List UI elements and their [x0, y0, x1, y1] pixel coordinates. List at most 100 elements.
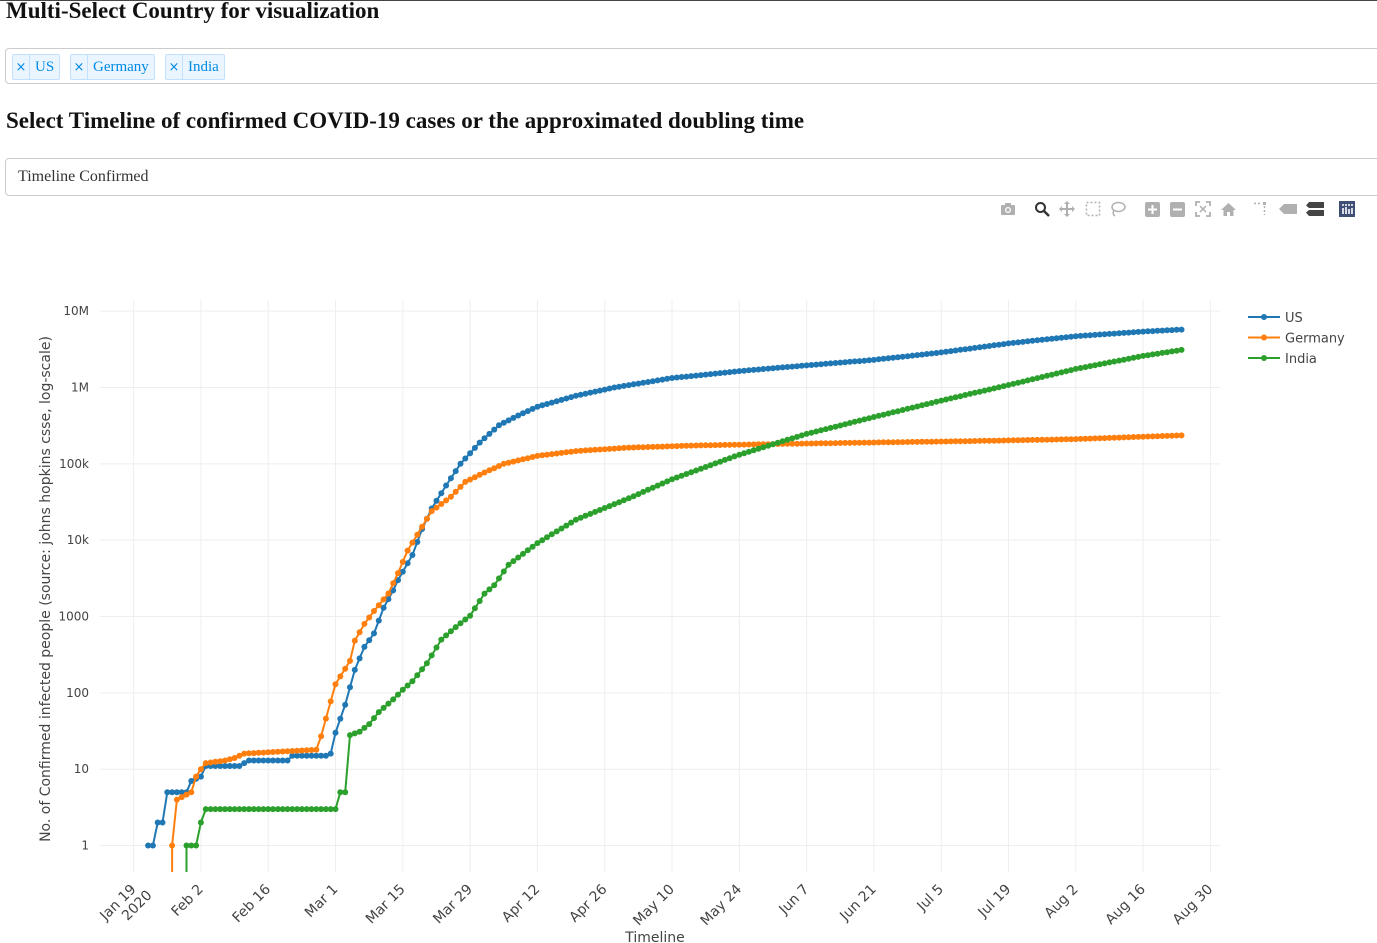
data-point: [919, 438, 925, 445]
data-point: [717, 458, 724, 465]
zoom-icon[interactable]: [1032, 199, 1052, 219]
data-point: [524, 408, 531, 415]
data-point: [861, 416, 868, 423]
country-multiselect[interactable]: × US × Germany × India: [5, 48, 1377, 84]
data-point: [553, 398, 560, 405]
data-point: [1039, 436, 1046, 443]
data-point: [721, 369, 728, 376]
data-point: [693, 442, 700, 449]
data-point: [212, 763, 219, 769]
hover-compare-icon[interactable]: [1305, 199, 1325, 219]
data-point: [322, 715, 329, 722]
data-point: [356, 655, 363, 662]
data-point: [837, 422, 844, 429]
data-point: [1125, 434, 1132, 441]
data-point: [1068, 333, 1074, 340]
box-select-icon[interactable]: [1083, 199, 1103, 219]
remove-us-button[interactable]: ×: [13, 55, 30, 79]
data-point: [952, 438, 959, 445]
data-point: [414, 539, 421, 545]
timeline-dropdown[interactable]: Timeline Confirmed: [5, 158, 1377, 196]
spike-lines-icon[interactable]: [1251, 199, 1271, 219]
zoom-in-icon[interactable]: [1142, 199, 1162, 219]
data-point: [813, 440, 820, 447]
data-point: [673, 474, 680, 481]
legend-marker: [1261, 355, 1267, 361]
data-point: [1144, 433, 1151, 440]
plotly-logo-icon[interactable]: [1337, 199, 1357, 219]
data-point: [995, 384, 1002, 391]
data-point: [640, 379, 647, 386]
data-point: [712, 370, 719, 377]
data-point: [731, 453, 738, 460]
data-point: [1034, 436, 1041, 443]
data-point: [1048, 335, 1055, 342]
data-point: [241, 806, 248, 813]
data-point: [510, 558, 517, 565]
data-point: [145, 842, 152, 849]
data-point: [976, 344, 983, 351]
data-point: [866, 439, 873, 446]
autoscale-icon[interactable]: [1193, 199, 1213, 219]
data-point: [1068, 436, 1074, 443]
data-point: [842, 421, 849, 428]
data-point: [486, 467, 493, 474]
data-point: [659, 480, 666, 487]
data-point: [688, 469, 695, 476]
data-point: [438, 490, 445, 497]
data-point: [837, 359, 844, 366]
data-point: [279, 748, 286, 755]
data-point: [957, 393, 964, 400]
data-point: [894, 408, 901, 415]
data-point: [476, 598, 483, 604]
data-point: [524, 455, 531, 462]
data-point: [774, 439, 781, 446]
data-point: [659, 376, 666, 383]
data-point: [486, 586, 493, 593]
data-point: [404, 682, 411, 689]
y-tick-label: 1000: [58, 610, 89, 624]
remove-india-button[interactable]: ×: [166, 55, 183, 79]
data-point: [308, 806, 315, 813]
data-point: [274, 748, 281, 755]
pan-icon[interactable]: [1057, 199, 1077, 219]
data-point: [1015, 437, 1022, 444]
data-point: [904, 439, 911, 445]
data-point: [1140, 352, 1147, 359]
data-point: [188, 842, 195, 849]
data-point: [1019, 338, 1026, 345]
data-point: [654, 443, 661, 450]
data-point: [1168, 432, 1175, 439]
data-point: [741, 367, 748, 374]
data-point: [395, 577, 401, 584]
camera-icon[interactable]: [998, 199, 1018, 219]
data-point: [183, 791, 190, 798]
data-point: [544, 401, 550, 407]
data-point: [202, 760, 209, 767]
data-point: [197, 819, 204, 826]
data-point: [1096, 435, 1103, 442]
remove-germany-button[interactable]: ×: [71, 55, 88, 79]
data-point: [1010, 437, 1017, 444]
x-tick-label: Jul 19: [975, 882, 1015, 922]
zoom-out-icon[interactable]: [1167, 199, 1187, 219]
lasso-icon[interactable]: [1108, 199, 1128, 219]
data-point: [784, 364, 791, 370]
data-point: [1144, 352, 1151, 359]
data-point: [1077, 435, 1084, 442]
data-point: [967, 438, 973, 445]
hover-closest-icon[interactable]: [1278, 199, 1298, 219]
data-point: [342, 701, 349, 708]
data-point: [664, 478, 671, 485]
data-point: [952, 394, 959, 401]
data-point: [481, 469, 488, 476]
data-point: [471, 605, 478, 612]
data-point: [462, 478, 469, 485]
data-point: [601, 386, 608, 393]
data-point: [423, 660, 430, 667]
reset-axes-icon[interactable]: [1218, 199, 1238, 219]
data-point: [481, 590, 488, 597]
data-point: [765, 442, 772, 449]
